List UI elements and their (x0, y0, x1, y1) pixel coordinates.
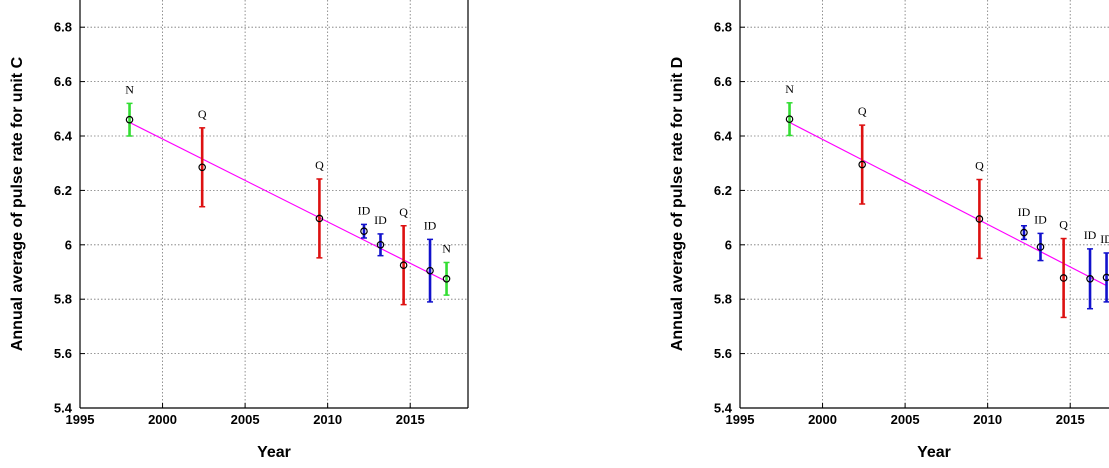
chart-c-xtick-label: 1995 (66, 412, 95, 427)
point-label: Q (1059, 218, 1068, 232)
chart-d-ytick-label: 6.4 (714, 129, 733, 144)
chart-c-point-6: Q (399, 205, 408, 306)
chart-d-xtick-label: 2015 (1056, 412, 1085, 427)
chart-c-point-7: ID (424, 218, 437, 303)
chart-d-ytick-label: 6 (725, 237, 732, 252)
chart-d-point-4: ID (1018, 205, 1031, 241)
chart-c-point-4: ID (358, 203, 371, 239)
data-point (1036, 243, 1045, 251)
chart-d-point-3: Q (975, 159, 984, 260)
chart-c-ytick-label: 6.4 (54, 129, 73, 144)
chart-c-ytick-label: 5.4 (54, 401, 73, 416)
chart-d-xtick-label: 2000 (808, 412, 837, 427)
point-label: Q (858, 104, 867, 118)
chart-d-ytick-label: 5.4 (714, 401, 733, 416)
data-point (376, 241, 385, 249)
point-label: Q (399, 205, 408, 219)
point-label: Q (198, 107, 207, 121)
chart-c-xtick-label: 2000 (148, 412, 177, 427)
chart-d-ytick-label: 6.8 (714, 20, 732, 35)
chart-c-point-1: N (125, 82, 134, 137)
chart-c-point-2: Q (198, 107, 207, 208)
chart-c-point-8: N (442, 241, 451, 296)
chart-d-point-6: Q (1059, 218, 1068, 319)
data-point (315, 214, 324, 223)
chart-c-y-axis-title: Annual average of pulse rate for unit C (9, 56, 26, 351)
chart-c-ytick-label: 6 (65, 237, 72, 252)
chart-d-xtick-label: 1995 (726, 412, 755, 427)
point-label: ID (1100, 232, 1109, 246)
data-point (975, 215, 984, 223)
chart-d-ytick-label: 6.6 (714, 74, 732, 89)
point-label: ID (424, 218, 437, 232)
point-label: ID (1018, 205, 1031, 219)
chart-d-ytick-label: 5.6 (714, 346, 732, 361)
data-point (785, 115, 794, 123)
chart-d-fit-line (789, 121, 1107, 287)
chart-c-ytick-label: 6.2 (54, 183, 72, 198)
chart-c-ytick-label: 6.8 (54, 20, 72, 35)
point-label: ID (374, 213, 387, 227)
chart-c-ytick-label: 6.6 (54, 74, 72, 89)
data-point (1020, 228, 1028, 237)
chart-c-xtick-label: 2005 (231, 412, 260, 427)
point-label: ID (1084, 228, 1097, 242)
chart-d-point-1: N (785, 82, 794, 137)
point-label: ID (1034, 212, 1047, 226)
chart-d-ytick-label: 6.2 (714, 183, 732, 198)
chart-c-xtick-label: 2015 (396, 412, 425, 427)
chart-c-ytick-label: 5.6 (54, 346, 72, 361)
chart-c-fit-line (129, 121, 447, 283)
point-label: Q (975, 159, 984, 173)
chart-d-point-7: ID (1084, 228, 1097, 310)
chart-d-xtick-label: 2005 (891, 412, 920, 427)
data-point (426, 266, 434, 275)
data-point (125, 115, 134, 124)
chart-d-point-2: Q (858, 104, 867, 205)
data-point (1086, 274, 1094, 283)
data-point (442, 274, 451, 283)
data-point (1102, 273, 1109, 282)
chart-c-point-5: ID (374, 213, 387, 257)
chart-c-point-3: Q (315, 158, 324, 259)
data-point (360, 227, 368, 236)
data-point (399, 261, 408, 270)
point-label: ID (358, 203, 371, 217)
point-label: N (442, 241, 451, 255)
chart-d-ytick-label: 5.8 (714, 292, 732, 307)
point-label: N (125, 82, 134, 96)
chart-c-xtick-label: 2010 (313, 412, 342, 427)
chart-c-ytick-label: 5.8 (54, 292, 72, 307)
point-label: Q (315, 158, 324, 172)
data-point (198, 163, 206, 172)
chart-d-point-8: ID (1100, 232, 1109, 303)
chart-d-xtick-label: 2010 (973, 412, 1002, 427)
chart-d-y-axis-title: Annual average of pulse rate for unit D (669, 57, 686, 351)
data-point (858, 160, 866, 169)
chart-d-x-axis-title: Year (917, 444, 951, 461)
point-label: N (785, 82, 794, 96)
chart-d-point-5: ID (1034, 212, 1047, 262)
chart-c-x-axis-title: Year (257, 444, 291, 461)
data-point (1059, 274, 1068, 282)
